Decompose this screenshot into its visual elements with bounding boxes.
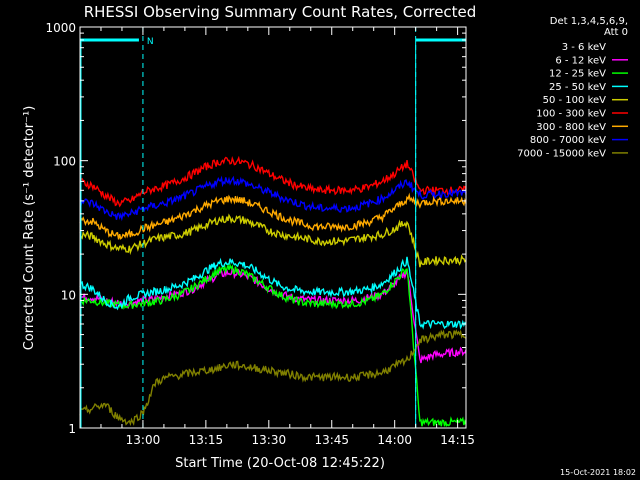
night-flag-label: N bbox=[147, 37, 154, 47]
legend-header: Att 0 bbox=[604, 27, 628, 38]
series-line-0 bbox=[79, 320, 467, 419]
x-tick-label: 13:15 bbox=[189, 433, 224, 447]
series-line-3 bbox=[79, 256, 467, 330]
series-line-4 bbox=[79, 213, 467, 268]
x-tick-label: 13:30 bbox=[252, 433, 287, 447]
axes: 1 10 100 1000 13:00 13:15 13:30 13:45 14:00 14:15 bbox=[45, 21, 474, 447]
x-axis-label: Start Time (20-Oct-08 12:45:22) bbox=[175, 456, 385, 471]
legend-header: Det 1,3,4,5,6,9, bbox=[550, 16, 628, 27]
x-tick-label: 13:45 bbox=[314, 433, 349, 447]
plot-frame bbox=[79, 26, 467, 429]
legend-label: 50 - 100 keV bbox=[543, 95, 607, 106]
series-line-8 bbox=[79, 329, 467, 427]
y-tick-label: 100 bbox=[53, 155, 76, 169]
y-tick-label: 10 bbox=[61, 288, 76, 302]
legend-label: 7000 - 15000 keV bbox=[517, 148, 606, 159]
y-axis-label: Corrected Count Rate (s⁻¹ detector⁻¹) bbox=[22, 106, 37, 351]
chart-title: RHESSI Observing Summary Count Rates, Co… bbox=[84, 3, 477, 21]
legend-label: 300 - 800 keV bbox=[536, 122, 606, 133]
x-tick-label: 14:00 bbox=[377, 433, 412, 447]
legend-label: 25 - 50 keV bbox=[549, 82, 606, 93]
y-tick-label: 1000 bbox=[45, 21, 76, 35]
y-tick-label: 1 bbox=[68, 422, 76, 436]
series-line-7 bbox=[79, 175, 467, 222]
x-tick-label: 13:00 bbox=[126, 433, 161, 447]
series-line-6 bbox=[79, 192, 467, 240]
footer-timestamp: 15-Oct-2021 18:02 bbox=[560, 468, 636, 477]
legend-label: 800 - 7000 keV bbox=[530, 135, 606, 146]
legend-label: 3 - 6 keV bbox=[562, 42, 606, 53]
legend: Det 1,3,4,5,6,9,Att 0 3 - 6 keV 6 - 12 keV… bbox=[517, 16, 628, 159]
legend-label: 100 - 300 keV bbox=[536, 109, 606, 120]
x-tick-label: 14:15 bbox=[440, 433, 475, 447]
legend-label: 12 - 25 keV bbox=[549, 69, 606, 80]
series-line-2 bbox=[79, 262, 467, 427]
plot-area: N bbox=[79, 27, 467, 428]
legend-label: 6 - 12 keV bbox=[555, 55, 606, 66]
series-line-5 bbox=[79, 155, 467, 208]
